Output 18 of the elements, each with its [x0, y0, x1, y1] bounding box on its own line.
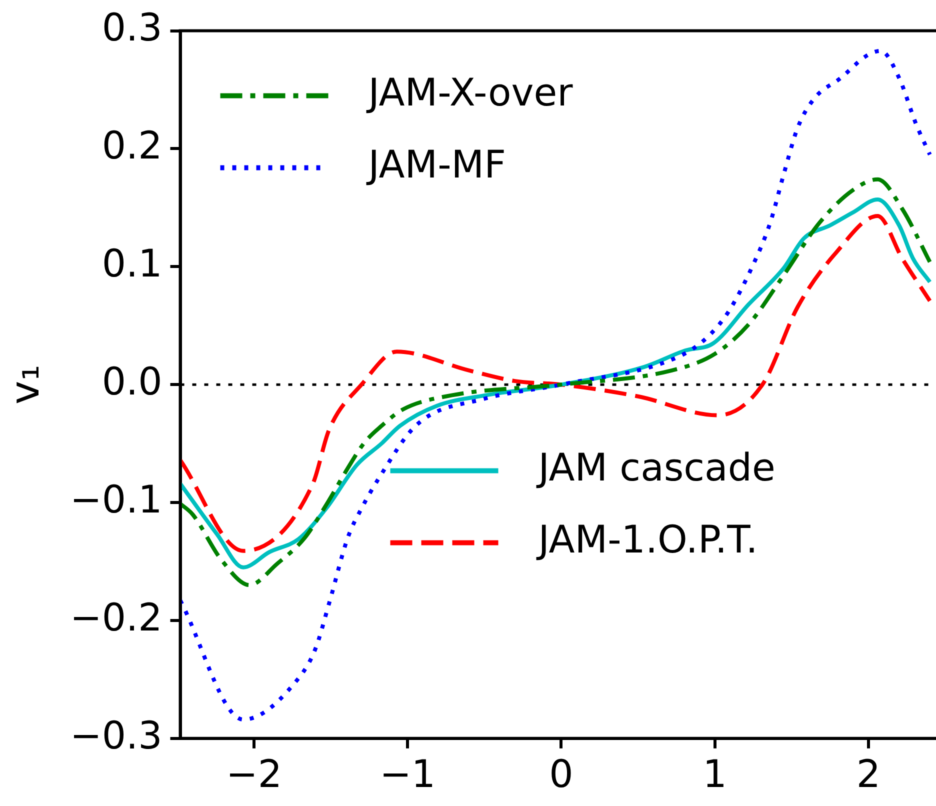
x-tick-label: 0 — [549, 752, 574, 796]
legend-label: JAM-MF — [366, 142, 506, 187]
y-tick-label: −0.2 — [70, 595, 162, 640]
legend-label: JAM-X-over — [366, 70, 574, 115]
line-series — [180, 48, 932, 722]
y-tick-label: 0.1 — [102, 242, 162, 286]
x-tick-label: −1 — [380, 752, 436, 796]
x-tick-label: 1 — [702, 752, 727, 796]
y-tick-label: −0.1 — [70, 477, 162, 522]
legend-label: JAM-1.O.P.T. — [536, 518, 758, 562]
legend-label: JAM cascade — [536, 446, 776, 490]
y-tick-label: 0.3 — [102, 6, 162, 50]
x-tick-label: 2 — [856, 752, 881, 796]
x-tick-label: −2 — [226, 752, 282, 796]
y-tick-label: 0.0 — [102, 359, 162, 404]
y-axis-title: v₁ — [2, 364, 48, 404]
y-tick-label: 0.2 — [102, 124, 162, 168]
y-tick-label: −0.3 — [70, 713, 162, 758]
